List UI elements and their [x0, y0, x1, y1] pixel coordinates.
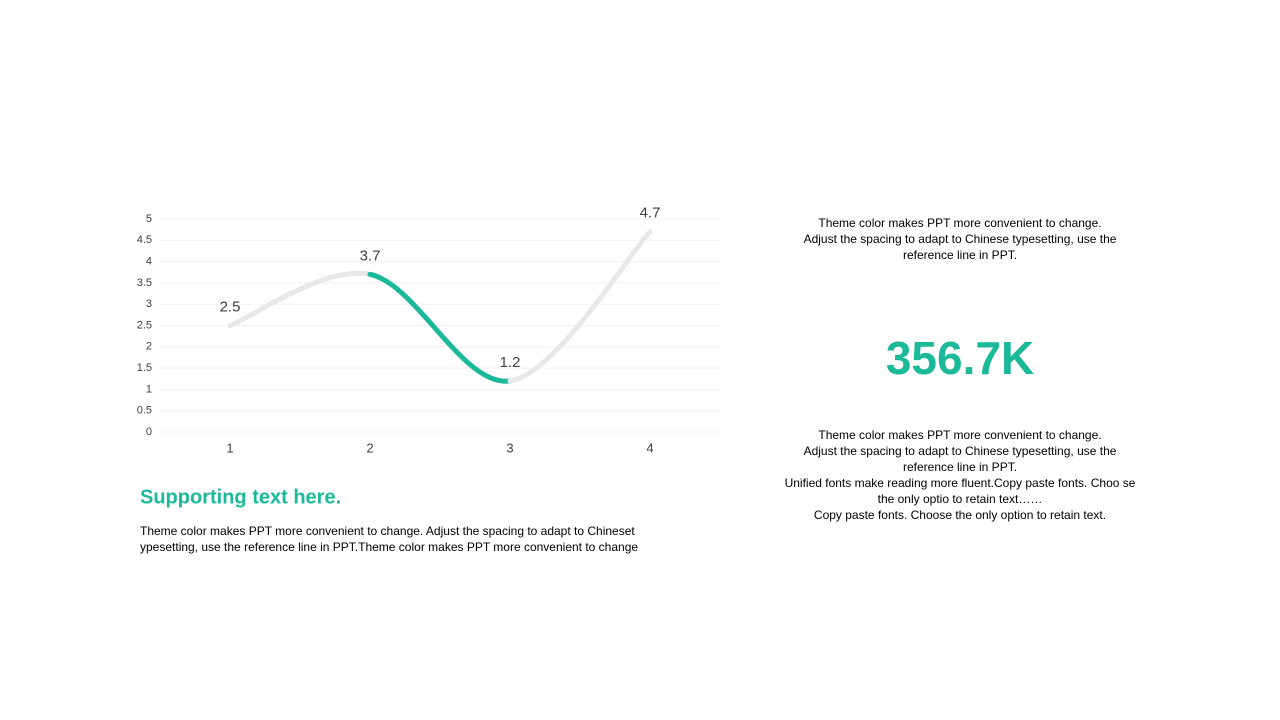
stat-intro: reference line in PPT.: [903, 248, 1017, 262]
y-tick-label: 5: [146, 213, 152, 225]
y-tick-label: 3: [146, 298, 152, 310]
value-label: 4.7: [640, 205, 661, 222]
stat-intro: Adjust the spacing to adapt to Chinese t…: [804, 232, 1117, 246]
stat-note: Theme color makes PPT more convenient to…: [818, 428, 1101, 442]
value-label: 2.5: [220, 298, 241, 315]
y-tick-label: 4: [146, 256, 152, 268]
stat-note: the only optio to retain text……: [878, 492, 1043, 506]
value-label: 3.7: [360, 247, 381, 264]
value-label: 1.2: [500, 354, 521, 371]
stat-note: Adjust the spacing to adapt to Chinese t…: [804, 444, 1117, 458]
y-tick-label: 2.5: [137, 319, 152, 331]
y-tick-label: 0.5: [137, 405, 152, 417]
stat-note: Unified fonts make reading more fluent.C…: [785, 476, 1136, 490]
stat-intro: Theme color makes PPT more convenient to…: [818, 216, 1101, 230]
stat-note: reference line in PPT.: [903, 460, 1017, 474]
x-tick-label: 4: [646, 440, 653, 455]
line-segment: [367, 271, 513, 384]
body-text: ypesetting, use the reference line in PP…: [140, 540, 638, 554]
line-segment: [507, 229, 653, 384]
body-text: Theme color makes PPT more convenient to…: [140, 524, 635, 538]
y-tick-label: 1.5: [137, 362, 152, 374]
x-tick-label: 3: [506, 440, 513, 455]
y-tick-label: 4.5: [137, 234, 152, 246]
y-tick-label: 1: [146, 383, 152, 395]
x-tick-label: 2: [366, 440, 373, 455]
line-segment: [227, 270, 373, 328]
supporting-title: Supporting text here.: [140, 486, 341, 508]
y-tick-label: 3.5: [137, 277, 152, 289]
stat-note: Copy paste fonts. Choose the only option…: [814, 508, 1106, 522]
y-tick-label: 2: [146, 341, 152, 353]
stat-value: 356.7K: [886, 332, 1034, 384]
x-tick-label: 1: [226, 440, 233, 455]
y-tick-label: 0: [146, 426, 152, 438]
